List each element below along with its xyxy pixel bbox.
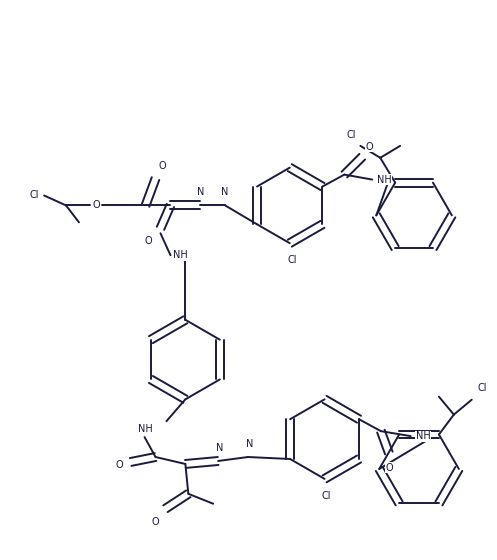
Text: Cl: Cl: [347, 130, 356, 140]
Text: NH: NH: [173, 250, 188, 260]
Text: N: N: [197, 188, 204, 198]
Text: O: O: [115, 460, 123, 470]
Text: N: N: [217, 443, 224, 453]
Text: O: O: [365, 142, 373, 152]
Text: O: O: [92, 200, 100, 211]
Text: N: N: [247, 439, 253, 449]
Text: NH: NH: [377, 175, 392, 185]
Text: Cl: Cl: [287, 255, 297, 265]
Text: O: O: [152, 517, 160, 526]
Text: Cl: Cl: [30, 190, 39, 200]
Text: N: N: [222, 188, 229, 198]
Text: Cl: Cl: [322, 491, 331, 501]
Text: O: O: [159, 161, 166, 171]
Text: O: O: [385, 463, 393, 473]
Text: O: O: [145, 236, 153, 246]
Text: NH: NH: [138, 424, 153, 434]
Text: Cl: Cl: [478, 382, 487, 393]
Text: NH: NH: [415, 431, 430, 441]
